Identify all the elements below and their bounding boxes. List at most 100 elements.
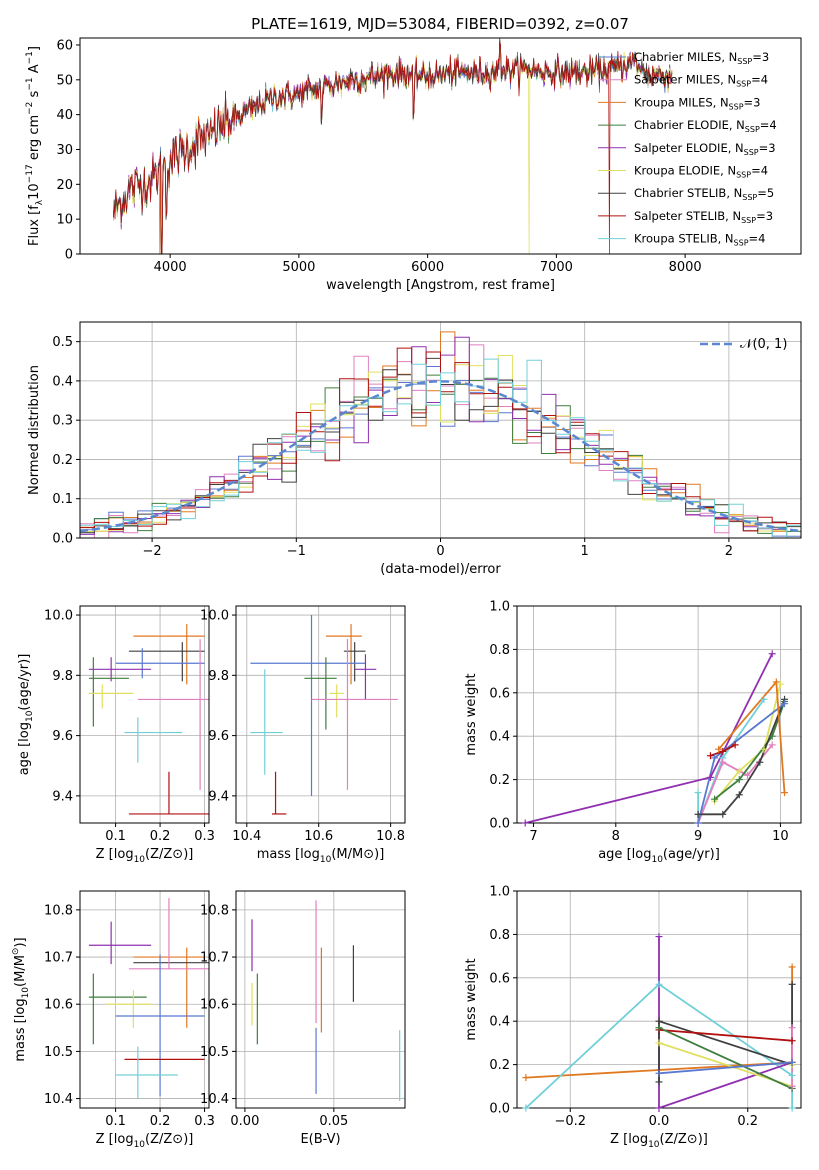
axes-age_vs_Z: 0.1 0.2 0.39.49.69.810.0Z [log10(Z/Z⊙)]age… xyxy=(17,605,215,865)
y-tick-label: 9.4 xyxy=(52,789,73,804)
axes-frame xyxy=(79,890,210,1109)
y-tick-label: 0 xyxy=(65,248,73,263)
y-tick-label: 10 xyxy=(56,213,73,228)
label-part: mass [log xyxy=(13,998,28,1061)
y-tick-label: 40 xyxy=(56,108,73,123)
legend-label: Chabrier ELODIE, NSSP=4 xyxy=(634,118,777,134)
legend-sub: SSP xyxy=(734,239,749,248)
x-tick-label: 10.8 xyxy=(376,829,405,844)
x-axis-label: (data-model)/error xyxy=(380,562,501,577)
histogram-step xyxy=(80,358,801,538)
legend-label: Kroupa STELIB, NSSP=4 xyxy=(634,232,765,248)
x-tick-label: −2 xyxy=(143,544,162,559)
x-axis-label: age [log10(age/yr)] xyxy=(598,847,720,865)
label-part: 10 xyxy=(320,855,332,865)
x-tick-label: 7 xyxy=(529,829,537,844)
label-part: erg cm xyxy=(27,115,42,164)
legend-label: Salpeter ELODIE, NSSP=3 xyxy=(634,141,776,157)
label-part: (age/yr)] xyxy=(17,654,32,711)
axes-frame xyxy=(79,605,210,824)
label-part: ⊙ xyxy=(363,847,374,862)
axes-residuals: −2 −1 0 1 2 0.0 0.1 0.2 0.3 0.4 0.5 𝒩(0, 1) (data-mo… xyxy=(27,321,802,577)
y-axis-label: age [log10(age/yr)] xyxy=(17,654,35,776)
y-tick-label: 0.0 xyxy=(52,532,73,547)
weight-line xyxy=(658,1029,793,1042)
axes-frame xyxy=(235,605,406,824)
label-part: Z [log xyxy=(96,847,134,862)
axes-weights_vs_Z: −0.2 0.0 0.2 0.0 0.2 0.4 0.6 0.8 1.0 Z [log10(Z/Z… xyxy=(464,885,802,1150)
spectrum-line xyxy=(113,42,673,254)
x-tick-label: 0.0 xyxy=(649,1114,670,1129)
label-part: (Z/Z xyxy=(660,1132,687,1147)
x-tick-label: 4000 xyxy=(154,260,187,275)
label-part: Flux [f xyxy=(27,205,42,246)
legend-text: Salpeter ELODIE, N xyxy=(634,141,744,155)
label-part: 10 xyxy=(648,1140,660,1150)
y-tick-label: 9.6 xyxy=(208,729,229,744)
label-part: )] xyxy=(183,847,193,862)
y-tick-label: 9.8 xyxy=(208,669,229,684)
y-tick-label: 10.4 xyxy=(44,1092,73,1107)
label-part: )] xyxy=(183,1132,193,1147)
legend-tail: =4 xyxy=(751,164,768,178)
x-tick-label: 0.2 xyxy=(150,1114,171,1129)
x-tick-label: 0.2 xyxy=(737,1114,758,1129)
legend-sub: SSP xyxy=(742,193,757,202)
y-tick-label: 20 xyxy=(56,178,73,193)
label-part: (Z/Z xyxy=(145,1132,172,1147)
x-tick-label: −1 xyxy=(287,544,306,559)
legend-text: Kroupa MILES, N xyxy=(634,95,729,109)
axes-mass_vs_ebv: 0.00 0.05 10.4 10.5 10.6 10.7 10.8 E(B-V) xyxy=(200,890,406,1147)
legend-text: Salpeter MILES, N xyxy=(634,73,736,87)
legend-sub: SSP xyxy=(736,171,751,180)
axes-frame xyxy=(79,37,802,255)
x-tick-label: 10.6 xyxy=(304,829,333,844)
legend-label: Salpeter MILES, NSSP=4 xyxy=(634,73,768,89)
y-tick-label: 10.0 xyxy=(200,609,229,624)
y-axis-label: mass weight xyxy=(464,673,479,755)
x-tick-label: 2 xyxy=(725,544,733,559)
x-tick-label: 0.00 xyxy=(230,1114,259,1129)
legend-tail: =3 xyxy=(752,50,769,64)
label-part: (age/yr)] xyxy=(663,847,720,862)
label-part: λ xyxy=(35,199,45,205)
y-tick-label: 60 xyxy=(56,38,73,53)
axes-age_vs_mass: 10.4 10.6 10.8 9.4 9.6 9.8 10.0 mass [log10(M/M… xyxy=(200,605,406,865)
y-tick-label: 9.8 xyxy=(52,669,73,684)
y-tick-label: 10.7 xyxy=(44,951,73,966)
legend-tail: =3 xyxy=(759,141,776,155)
label-part: age [log xyxy=(17,722,32,775)
y-tick-label: 0.0 xyxy=(489,1102,510,1117)
axes-mass_vs_Z: 0.1 0.2 0.310.410.510.610.710.8Z [log10(Z/… xyxy=(11,890,215,1150)
legend-text: Chabrier STELIB, N xyxy=(634,186,742,200)
x-tick-label: 8000 xyxy=(669,260,702,275)
x-axis-label: Z [log10(Z/Z⊙)] xyxy=(610,1132,708,1150)
y-tick-label: 10.7 xyxy=(200,951,229,966)
label-part: ⊙ xyxy=(687,1132,698,1147)
x-tick-label: 1 xyxy=(581,544,589,559)
label-part: −2 xyxy=(25,102,35,115)
y-tick-label: 0.4 xyxy=(489,1015,510,1030)
y-axis-label: Flux [fλ10−17 erg cm−2 s−1 A−1] xyxy=(25,46,45,246)
label-part: ] xyxy=(27,46,42,51)
y-tick-label: 0.8 xyxy=(489,928,510,943)
y-tick-label: 10.0 xyxy=(44,609,73,624)
y-tick-label: 10.8 xyxy=(200,903,229,918)
y-tick-label: 0.1 xyxy=(52,492,73,507)
y-tick-label: 0.8 xyxy=(489,643,510,658)
x-tick-label: 8 xyxy=(612,829,620,844)
label-part: ⊙ xyxy=(172,1132,183,1147)
label-part: 10 xyxy=(27,183,42,200)
y-tick-label: 0.2 xyxy=(52,453,73,468)
label-part: 10 xyxy=(134,855,146,865)
label-part: 10 xyxy=(21,987,31,999)
y-tick-label: 1.0 xyxy=(489,885,510,900)
label-part: ⊙ xyxy=(11,948,21,956)
y-tick-label: 10.6 xyxy=(200,998,229,1013)
x-tick-label: 0.1 xyxy=(105,1114,126,1129)
label-part: s xyxy=(27,90,42,101)
legend-text: Kroupa STELIB, N xyxy=(634,232,734,246)
x-tick-label: −0.2 xyxy=(554,1114,586,1129)
